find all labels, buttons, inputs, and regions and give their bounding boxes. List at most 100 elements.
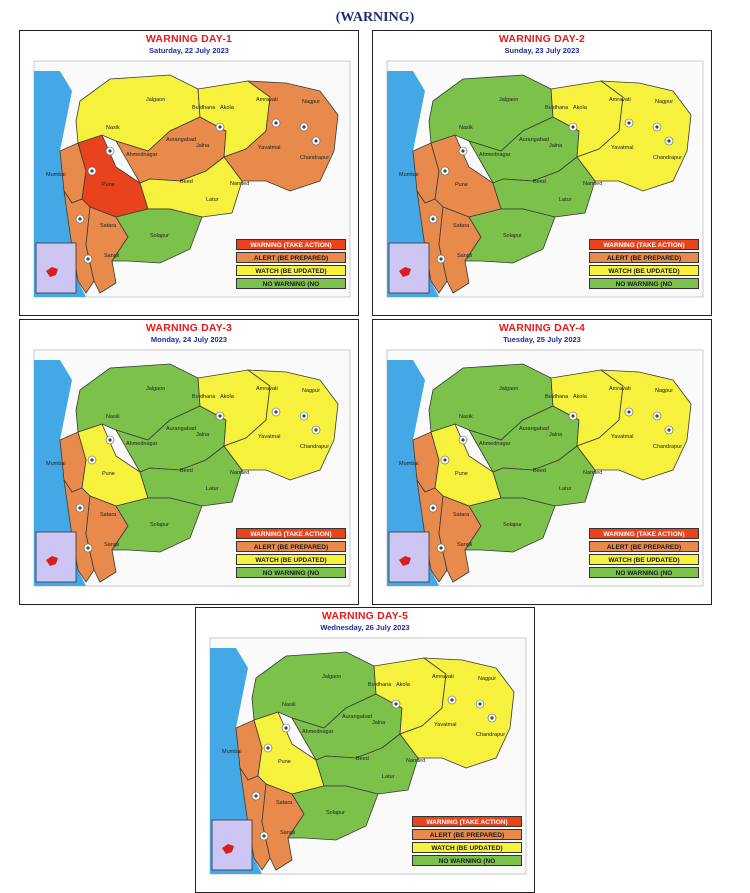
place-label: Aurangabad [519,137,549,143]
place-label: Chandrapur [300,155,329,161]
weather-icon [436,543,446,553]
legend-none: NO WARNING (NO [236,278,346,289]
maharashtra-map: Mumbai Nasik Pune Satara Sangli Jalgaon Ahmedn… [386,60,704,298]
region-south-interior [464,497,556,553]
place-label: Aurangabad [519,426,549,432]
region-south-interior [111,497,203,553]
place-label: Jalna [196,432,210,438]
place-label: Beed [533,468,546,474]
place-label: Akola [220,105,235,111]
arabian-sea [34,71,86,297]
weather-icon [75,214,85,224]
place-label: Pune [455,471,468,477]
legend: WARNING (TAKE ACTION) ALERT (BE PREPARED)… [412,816,522,868]
place-label: Nanded [583,470,602,476]
day-date: Monday, 24 July 2023 [150,335,228,344]
place-label: Jalgaon [499,97,518,103]
place-label: Mumbai [399,461,419,467]
legend-none: NO WARNING (NO [589,567,699,578]
place-label: Mumbai [46,172,66,178]
region-vidarbha-east [399,657,515,769]
place-label: Jalna [372,720,386,726]
legend-alert: ALERT (BE PREPARED) [236,252,346,263]
place-label: Beed [533,179,546,185]
place-label: Satara [453,512,470,518]
weather-icon [664,136,674,146]
weather-icon [271,407,281,417]
day-date: Tuesday, 25 July 2023 [503,335,581,344]
inset-map [388,242,430,294]
place-label: Nasik [106,125,120,131]
place-label: Buldhana [545,394,569,400]
place-label: Satara [276,800,293,806]
legend-warning: WARNING (TAKE ACTION) [589,239,699,250]
place-label: Nasik [459,414,473,420]
day-date: Sunday, 23 July 2023 [504,46,580,55]
legend-warning: WARNING (TAKE ACTION) [589,528,699,539]
place-label: Nanded [583,181,602,187]
legend-warning: WARNING (TAKE ACTION) [412,816,522,827]
weather-icon [428,503,438,513]
weather-icon [271,118,281,128]
place-label: Nagpur [302,99,320,105]
legend-none: NO WARNING (NO [589,278,699,289]
day-title: WARNING DAY-1 [145,33,233,45]
place-label: Pune [102,471,115,477]
weather-icon [458,435,468,445]
place-label: Chandrapur [653,155,682,161]
weather-icon [87,166,97,176]
place-label: Akola [573,394,588,400]
day-title: WARNING DAY-3 [145,322,233,334]
place-label: Latur [559,197,572,203]
place-label: Satara [100,223,117,229]
place-label: Nagpur [655,388,673,394]
region-vidarbha-east [223,369,339,481]
place-label: Satara [453,223,470,229]
arabian-sea [34,360,86,586]
place-label: Buldhana [192,394,216,400]
place-label: Amravati [256,386,278,392]
place-label: Solapur [150,233,169,239]
legend-alert: ALERT (BE PREPARED) [412,829,522,840]
place-label: Yavatmal [434,722,457,728]
weather-icon [299,122,309,132]
place-label: Mumbai [46,461,66,467]
legend-watch: WATCH (BE UPDATED) [236,265,346,276]
region-vidarbha-east [576,369,692,481]
inset-highlight [399,556,411,566]
maharashtra-map: Mumbai Nasik Pune Satara Sangli Jalgaon Ahmedn… [33,60,351,298]
place-label: Jalgaon [146,386,165,392]
place-label: Latur [382,774,395,780]
region-south-interior [287,785,379,841]
place-label: Ahmednagar [302,729,334,735]
weather-icon [624,118,634,128]
warning-day-2-panel: WARNING DAY-2 Sunday, 23 July 2023 Mumba… [372,30,712,316]
weather-icon [75,503,85,513]
warning-day-5-panel: WARNING DAY-5 Wednesday, 26 July 2023 Mu… [195,607,535,893]
place-label: Solapur [326,810,345,816]
place-label: Jalna [549,432,563,438]
inset-map [35,242,77,294]
maharashtra-map: Mumbai Nasik Pune Satara Sangli Jalgaon Ahmedn… [209,637,527,875]
place-label: Ahmednagar [479,441,511,447]
legend-alert: ALERT (BE PREPARED) [589,252,699,263]
maharashtra-map: Mumbai Nasik Pune Satara Sangli Jalgaon Ahmedn… [33,349,351,587]
place-label: Chandrapur [476,732,505,738]
weather-icon [83,254,93,264]
inset-map [388,531,430,583]
place-label: Jalna [549,143,563,149]
place-label: Aurangabad [166,137,196,143]
place-label: Sangli [457,542,472,548]
inset-highlight [222,844,234,854]
page-title: (WARNING) [335,10,415,25]
place-label: Solapur [503,233,522,239]
place-label: Amravati [256,97,278,103]
place-label: Solapur [150,522,169,528]
place-label: Nagpur [302,388,320,394]
arabian-sea [387,71,439,297]
weather-icon [251,791,261,801]
arabian-sea [387,360,439,586]
region-vidarbha-east [576,80,692,192]
warning-day-4-panel: WARNING DAY-4 Tuesday, 25 July 2023 Mumb… [372,319,712,605]
weather-icon [475,699,485,709]
